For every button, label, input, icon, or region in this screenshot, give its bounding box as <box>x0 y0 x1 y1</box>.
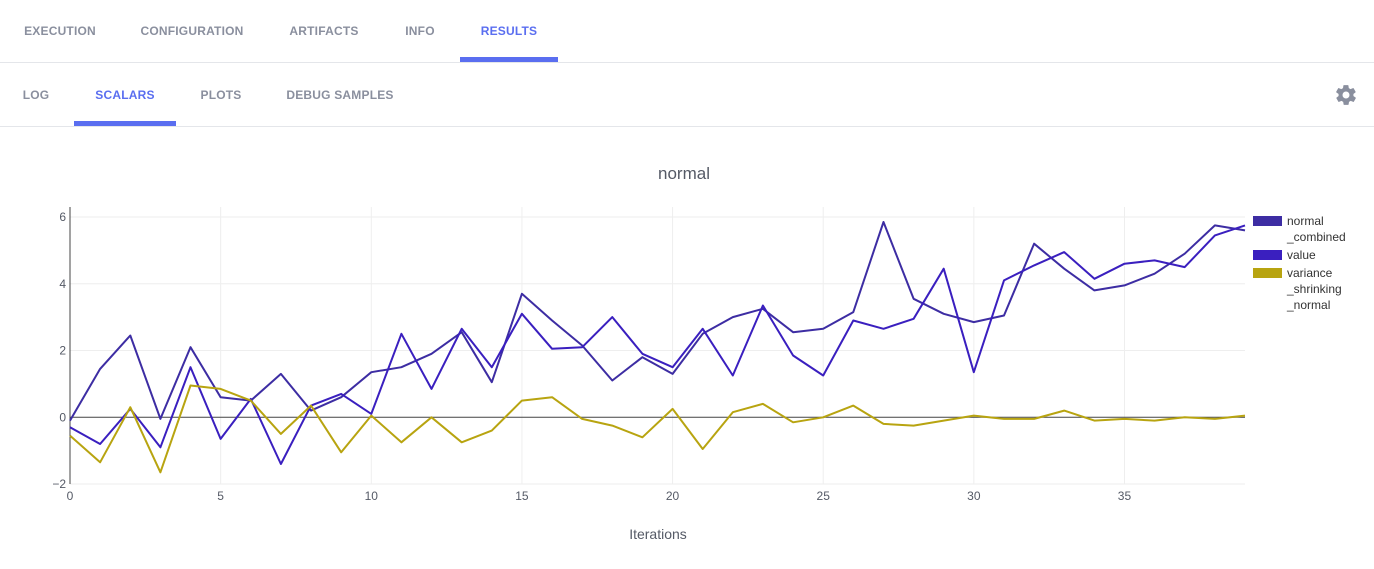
x-tick-label: 30 <box>967 489 981 503</box>
y-tick-label: −2 <box>52 477 66 491</box>
legend-swatch-value <box>1253 250 1282 260</box>
x-tick-label: 0 <box>67 489 74 503</box>
y-tick-label: 4 <box>59 277 66 291</box>
chart-grid <box>70 207 1245 485</box>
x-tick-label: 25 <box>817 489 831 503</box>
y-tick-label: 2 <box>59 344 66 358</box>
x-tick-label: 5 <box>217 489 224 503</box>
series-line-normal_combined <box>69 221 1246 422</box>
legend-label: normal <box>1287 214 1324 228</box>
x-axis-label: Iterations <box>629 526 687 542</box>
x-tick-label: 35 <box>1118 489 1132 503</box>
subtab-plots[interactable]: PLOTS <box>200 87 242 102</box>
results-subtab-bar: LOG SCALARS PLOTS DEBUG SAMPLES <box>0 63 1374 127</box>
tab-info[interactable]: INFO <box>405 24 435 38</box>
chart-title: normal <box>658 164 710 183</box>
x-tick-label: 15 <box>515 489 529 503</box>
subtab-debug-samples[interactable]: DEBUG SAMPLES <box>286 87 394 102</box>
legend-swatch-variance_shrinking_normal <box>1253 268 1282 278</box>
tab-execution[interactable]: EXECUTION <box>24 24 96 38</box>
x-tick-label: 10 <box>365 489 379 503</box>
y-tick-label: 0 <box>59 410 66 424</box>
subtab-log[interactable]: LOG <box>22 87 50 102</box>
tab-configuration[interactable]: CONFIGURATION <box>140 24 244 38</box>
legend-label: value <box>1287 248 1316 262</box>
legend-label: _normal <box>1286 298 1330 312</box>
tab-results[interactable]: RESULTS <box>460 0 558 62</box>
subtab-scalars[interactable]: SCALARS <box>74 63 176 126</box>
chart-series <box>69 221 1246 474</box>
series-line-value <box>69 224 1246 465</box>
legend-label: variance <box>1287 266 1333 280</box>
scalar-chart: normal −2 0 2 4 6 0 5 10 15 20 25 30 35 Iterations n… <box>0 127 1374 564</box>
legend-swatch-normal_combined <box>1253 216 1282 226</box>
legend-label: _shrinking <box>1286 282 1342 296</box>
series-line-variance_shrinking_normal <box>69 384 1246 474</box>
legend-label: _combined <box>1286 230 1346 244</box>
x-tick-label: 20 <box>666 489 680 503</box>
results-tab-bar: EXECUTION CONFIGURATION ARTIFACTS INFO R… <box>0 0 1374 63</box>
tab-artifacts[interactable]: ARTIFACTS <box>289 24 359 38</box>
gear-icon[interactable] <box>1334 83 1358 107</box>
y-tick-label: 6 <box>59 210 66 224</box>
